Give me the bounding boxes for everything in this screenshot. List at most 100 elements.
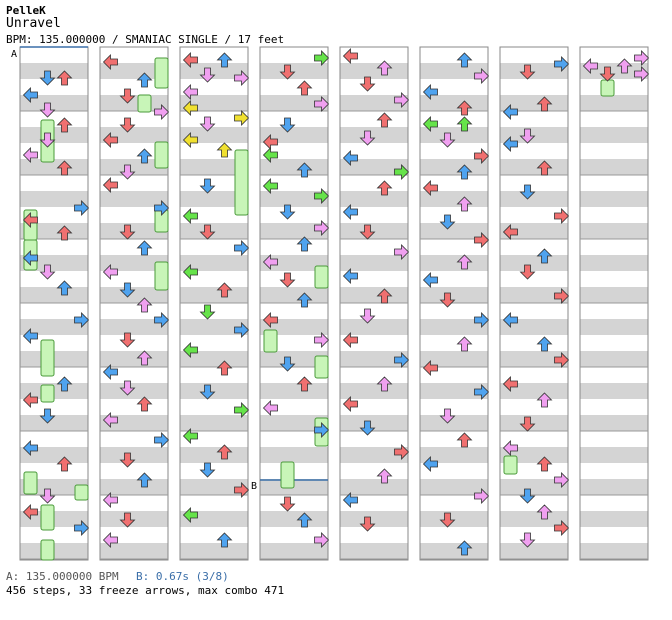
freeze-arrow [40,339,55,377]
beat-stripe [260,351,328,367]
chart-column [339,46,409,561]
freeze-arrow [40,384,55,403]
beat-stripe [580,223,648,239]
stop-b: B: 0.67s (3/8) [136,570,229,583]
step-arrow-up [296,162,313,178]
step-arrow-left [22,504,38,520]
beat-stripe [500,159,568,175]
step-arrow-left [342,492,358,508]
step-arrow-left [422,116,438,132]
step-arrow-right [314,332,330,348]
step-arrow-up [536,336,553,352]
step-arrow-right [314,532,330,548]
chart-stats: 456 steps, 33 freeze arrows, max combo 4… [6,584,285,597]
step-arrow-up [456,100,473,116]
step-arrow-down [39,488,56,504]
beat-stripe [100,479,168,495]
beat-stripe [340,319,408,335]
step-arrow-left [502,104,518,120]
step-arrow-right [314,188,330,204]
step-arrow-left [22,147,38,163]
step-arrow-up [296,292,313,308]
freeze-arrow [314,265,329,289]
step-arrow-up [216,142,233,158]
beat-stripe [180,223,248,239]
step-arrow-left [342,268,358,284]
step-arrow-up [216,532,233,548]
freeze-arrow [314,355,329,379]
step-arrow-right [394,352,410,368]
step-arrow-right [554,352,570,368]
step-arrow-down [119,282,136,298]
step-arrow-right [474,232,490,248]
step-arrow-left [182,342,198,358]
step-arrow-up [136,350,153,366]
step-arrow-down [439,512,456,528]
step-arrow-up [376,180,393,196]
step-arrow-up [536,392,553,408]
step-arrow-down [439,214,456,230]
beat-stripe [500,255,568,271]
step-arrow-left [262,147,278,163]
beat-stripe [100,255,168,271]
step-arrow-up [456,52,473,68]
beat-stripe [20,319,88,335]
step-arrow-left [22,328,38,344]
step-arrow-down [119,224,136,240]
freeze-arrow [154,261,169,291]
step-arrow-down [39,264,56,280]
beat-stripe [20,415,88,431]
beat-stripe [580,511,648,527]
beat-stripe [580,255,648,271]
beat-stripe [580,415,648,431]
step-arrow-left [342,48,358,64]
step-arrow-down [519,128,536,144]
beat-stripe [580,287,648,303]
beat-stripe [580,479,648,495]
step-arrow-down [199,116,216,132]
beat-stripe [260,159,328,175]
beat-stripe [580,543,648,559]
beat-stripe [500,543,568,559]
beat-stripe [500,191,568,207]
beat-stripe [180,287,248,303]
step-arrow-right [154,200,170,216]
step-arrow-down [279,64,296,80]
step-arrow-up [456,432,473,448]
step-arrow-up [56,117,73,133]
beat-stripe [340,479,408,495]
step-arrow-left [182,428,198,444]
step-arrow-right [234,322,250,338]
beat-stripe [580,159,648,175]
beat-stripe [100,511,168,527]
step-arrow-up [616,58,633,74]
step-arrow-up [56,280,73,296]
beat-stripe [580,319,648,335]
step-arrow-left [422,456,438,472]
step-arrow-left [342,332,358,348]
freeze-arrow [74,484,89,501]
step-arrow-down [279,204,296,220]
step-arrow-up [136,72,153,88]
beat-stripe [340,95,408,111]
beat-stripe [420,319,488,335]
step-arrow-down [119,452,136,468]
beat-stripe [340,223,408,239]
step-arrow-up [216,444,233,460]
beat-stripe [180,479,248,495]
freeze-arrow [23,471,38,495]
chart-column [259,46,329,561]
step-arrow-left [502,136,518,152]
freeze-arrow [503,455,518,475]
step-arrow-up [296,376,313,392]
step-arrow-down [199,67,216,83]
beat-stripe [180,159,248,175]
step-arrow-down [119,512,136,528]
beat-stripe [580,127,648,143]
step-arrow-left [182,84,198,100]
step-arrow-up [456,254,473,270]
freeze-arrow [154,57,169,89]
step-arrow-right [554,208,570,224]
step-arrow-up [536,160,553,176]
beat-stripe [260,415,328,431]
